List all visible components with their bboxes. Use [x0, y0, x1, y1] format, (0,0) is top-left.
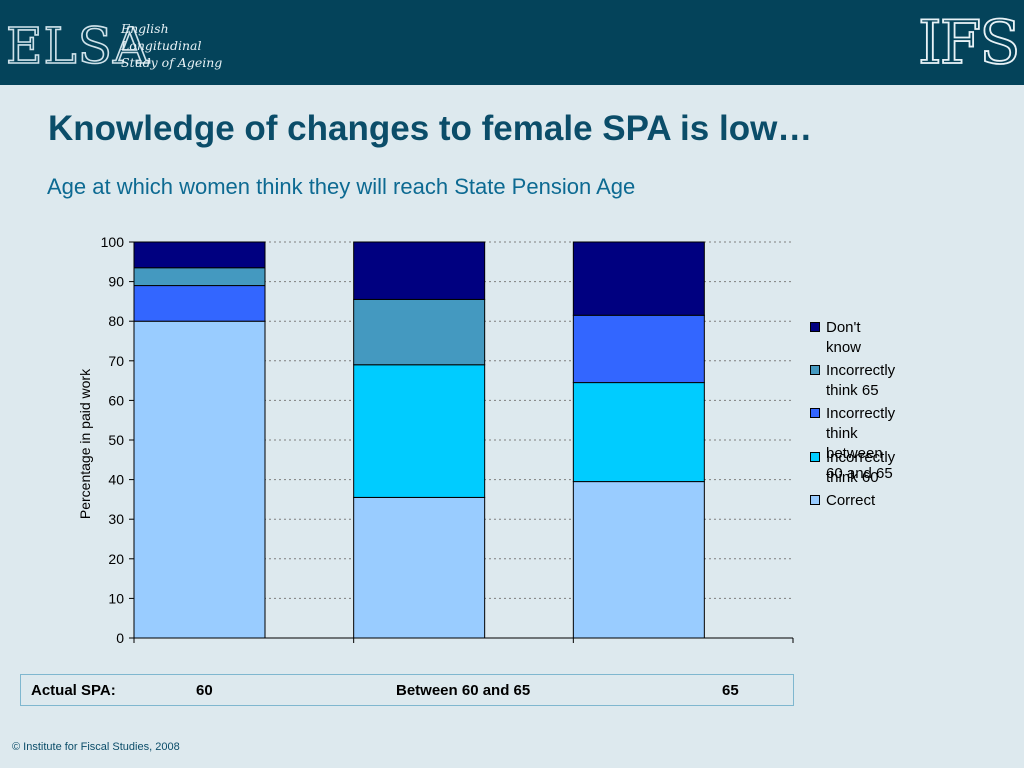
- copyright-text: © Institute for Fiscal Studies, 2008: [12, 741, 180, 753]
- legend-swatch: [810, 322, 820, 332]
- elsa-logo: ELSA: [5, 17, 151, 75]
- legend-swatch: [810, 495, 820, 505]
- legend-label: Incorrectly think 65: [826, 362, 896, 399]
- bar-segment-2-cat-3: [572, 382, 705, 483]
- legend-label: Don't know: [826, 319, 862, 356]
- actual-spa-value-1: 60: [196, 682, 213, 699]
- bar-segment-3-cat-1: [133, 285, 266, 322]
- actual-spa-value-3: 65: [722, 682, 739, 699]
- bar-segment-1-cat-3: [572, 481, 705, 639]
- bar-segment-4-cat-1: [133, 267, 266, 287]
- slide-title: Knowledge of changes to female SPA is lo…: [48, 109, 813, 148]
- legend-item: Incorrectly think 65: [810, 361, 895, 401]
- y-tick-label: 20: [108, 551, 124, 567]
- legend-item: Don't know: [810, 318, 861, 358]
- bar-segment-5-cat-1: [133, 241, 266, 269]
- bar-segment-5-cat-3: [572, 241, 705, 316]
- elsa-line-2: Longitudinal: [121, 38, 202, 53]
- actual-spa-value-2: Between 60 and 65: [396, 682, 531, 699]
- stacked-bar-chart: 0 10 20 30 40 50 60 70 80 90 100 Percentage in paid…: [77, 234, 794, 646]
- y-tick-label: 40: [108, 472, 124, 488]
- y-tick-label: 30: [108, 511, 124, 527]
- legend-item: Incorrectly think 60: [810, 448, 895, 488]
- y-tick-label: 70: [108, 353, 124, 369]
- y-tick-label: 100: [101, 234, 125, 250]
- elsa-line-1: English: [121, 21, 169, 36]
- y-tick-label: 10: [108, 590, 124, 606]
- y-tick-label: 90: [108, 274, 124, 290]
- actual-spa-label: Actual SPA:: [31, 682, 116, 699]
- legend-label: Incorrectly think 60: [826, 449, 896, 486]
- bar-segment-1-cat-1: [133, 320, 266, 639]
- y-tick-label: 60: [108, 392, 124, 408]
- legend-label: Incorrectly think between 60 and 65: [826, 405, 896, 482]
- bar-segment-2-cat-2: [353, 364, 486, 498]
- legend-label: Correct: [826, 492, 876, 509]
- bar-segment-4-cat-2: [353, 298, 486, 366]
- header-bar: ELSA English Longitudinal Study of Agein…: [0, 0, 1024, 85]
- legend-swatch: [810, 408, 820, 418]
- legend-item: Incorrectly think between 60 and 65: [810, 404, 895, 484]
- elsa-line-3: Study of Ageing: [121, 55, 223, 70]
- elsa-subtitle: English Longitudinal Study of Ageing: [121, 20, 222, 71]
- y-tick-label: 80: [108, 313, 124, 329]
- ifs-logo: IFS: [917, 7, 1021, 79]
- actual-spa-row: Actual SPA: 60 Between 60 and 65 65: [20, 674, 794, 706]
- legend-swatch: [810, 452, 820, 462]
- legend-item: Correct: [810, 491, 875, 511]
- legend-swatch: [810, 365, 820, 375]
- bar-segment-1-cat-2: [353, 496, 486, 639]
- y-tick-label: 50: [108, 432, 124, 448]
- y-tick-label: 0: [116, 630, 124, 646]
- y-axis-label: Percentage in paid work: [77, 368, 93, 519]
- bar-segment-5-cat-2: [353, 241, 486, 300]
- bar-segment-3-cat-3: [572, 314, 705, 384]
- slide-subtitle: Age at which women think they will reach…: [47, 174, 636, 199]
